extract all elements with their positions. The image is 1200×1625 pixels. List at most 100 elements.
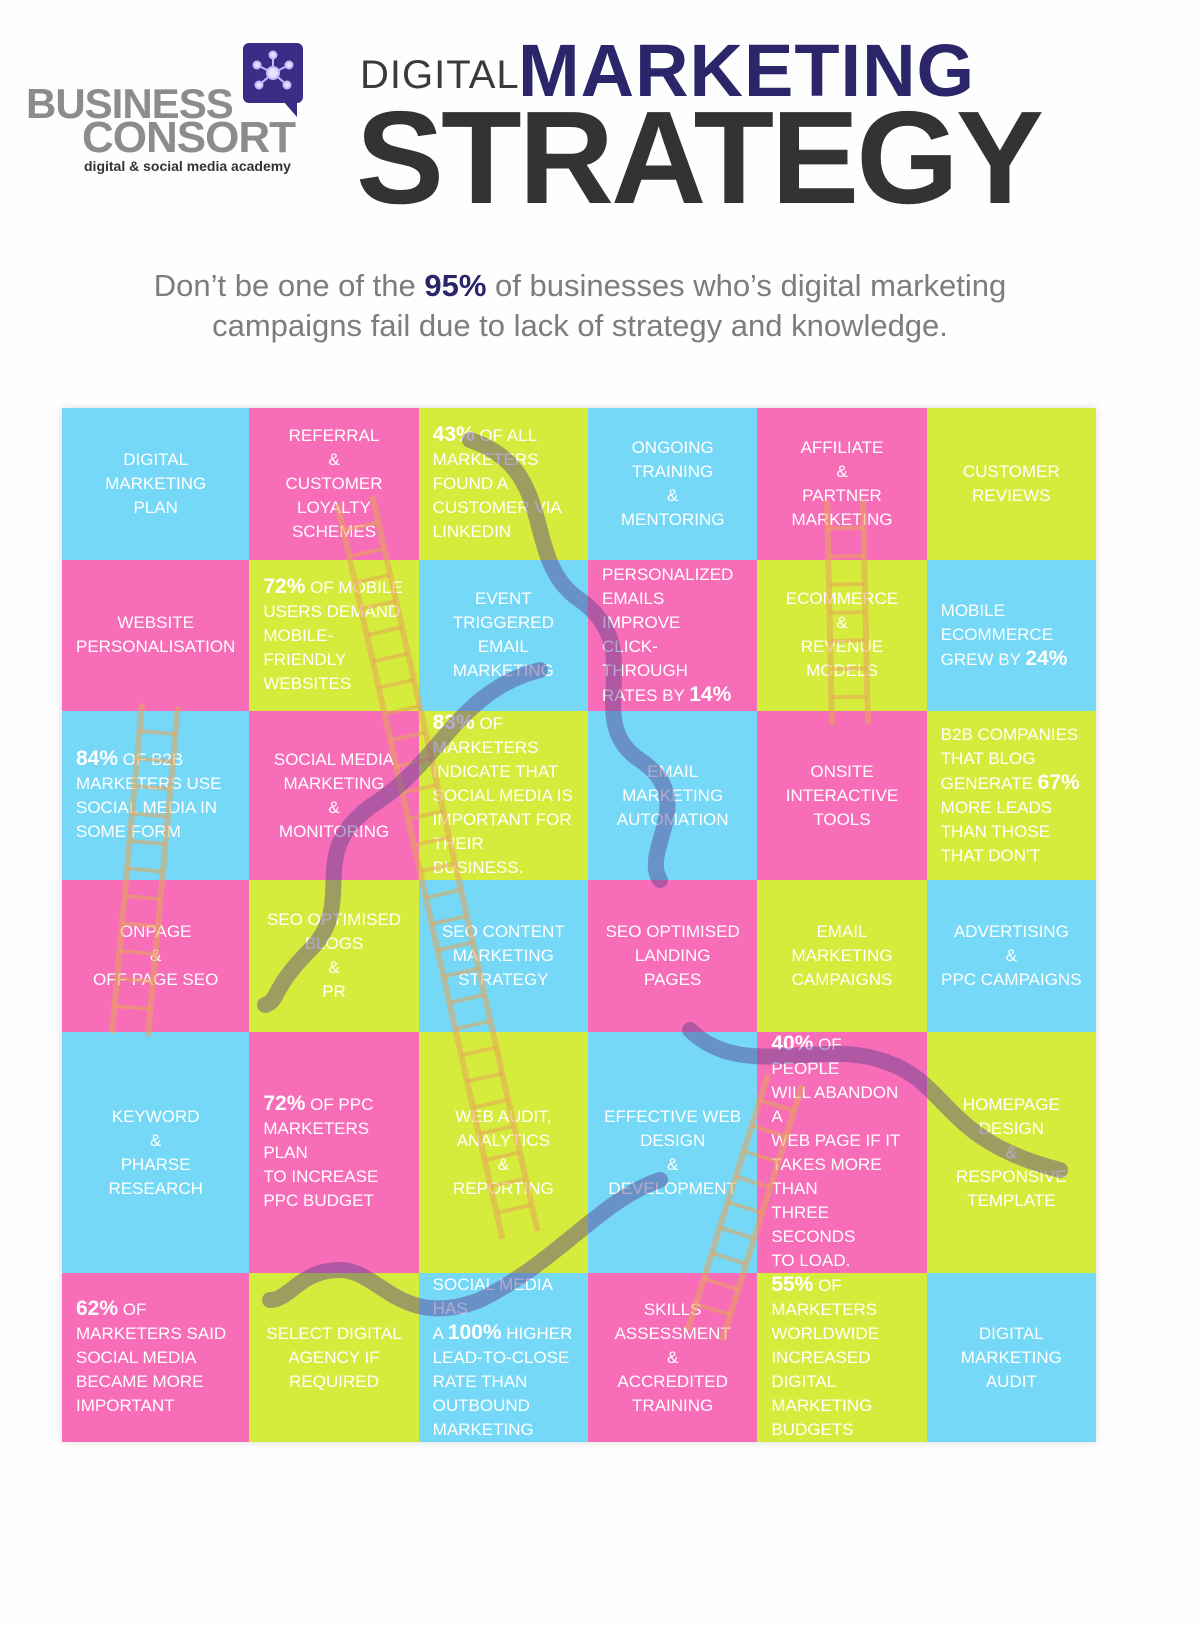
square-text-line: MOBILE-FRIENDLY	[263, 624, 404, 672]
square-text-line: KEYWORD	[112, 1105, 200, 1129]
square-text: THAN THOSE	[940, 822, 1050, 842]
square-text-line: A 100% HIGHER	[433, 1321, 574, 1346]
square-text-line: ONGOING	[632, 436, 714, 460]
square-text-line: &	[328, 448, 339, 472]
square-text: TRAINING	[632, 1395, 714, 1415]
square-text-line: RATES BY 14%	[602, 683, 743, 708]
square-text-line: PR	[322, 980, 346, 1004]
square-text: MARKETING	[105, 473, 207, 493]
board-square: 72% OF PPC MARKETERS PLAN TO INCREASE PPC B…	[249, 1032, 419, 1273]
square-text-line: 84% OF B2B	[76, 747, 235, 772]
square-text: AFFILIATE	[800, 437, 884, 457]
square-text-line: MODELS	[806, 659, 878, 683]
square-text: SOME FORM	[76, 822, 181, 842]
board-square: 43% OF ALL MARKETERS FOUND A CUSTOMER VIA LI…	[418, 408, 588, 560]
square-text: SOCIAL MEDIA HAS	[432, 1275, 553, 1318]
square-text-line: PERSONALIZED	[602, 563, 743, 587]
square-text-line: AFFILIATE	[801, 436, 884, 460]
square-text-line: SEO OPTIMISED	[606, 920, 740, 944]
square-text-line: CLICK-THROUGH	[602, 635, 743, 683]
square-text-line: TRAINING	[632, 1394, 713, 1418]
square-text: REQUIRED	[289, 1371, 379, 1391]
square-text: LOYALTY	[297, 497, 372, 517]
square-text-line: GENERATE 67%	[941, 771, 1082, 796]
square-text: RATES BY	[602, 685, 690, 705]
title-strategy: STRATEGY	[356, 84, 1044, 231]
square-text: ECOMMERCE	[940, 624, 1054, 644]
square-text: INCREASED DIGITAL	[771, 1348, 871, 1391]
square-text: IMPORTANT FOR	[432, 810, 572, 830]
square-text-line: DESIGN	[640, 1129, 705, 1153]
square-stat: 62%	[76, 1297, 119, 1320]
square-text-line: WEBSITE	[117, 611, 194, 635]
square-text-line: ECOMMERCE	[941, 623, 1082, 647]
square-text-line: TEMPLATE	[967, 1189, 1055, 1213]
square-text-line: TAKES MORE THAN	[771, 1153, 912, 1201]
square-text: HOMEPAGE	[962, 1094, 1060, 1114]
square-text-line: MARKETING	[961, 1346, 1062, 1370]
square-text-line: MARKETING	[771, 1394, 912, 1418]
board-square: SELECT DIGITAL AGENCY IF REQUIRED	[249, 1273, 419, 1442]
square-text: MARKETING	[771, 1396, 873, 1415]
board-square: 72% OF MOBILE USERS DEMAND MOBILE-FRIENDLY…	[249, 559, 419, 712]
square-text: MARKETING	[791, 509, 893, 529]
square-text: ONSITE	[810, 761, 874, 781]
square-text: OF	[813, 1276, 842, 1295]
square-text: TOOLS	[813, 809, 871, 829]
square-text: MARKETING	[452, 946, 554, 966]
subtitle-text-line2: campaigns fail due to lack of strategy a…	[212, 308, 948, 343]
square-text-line: SOCIAL MEDIA	[76, 1346, 235, 1370]
square-text-line: CUSTOMER	[963, 460, 1060, 484]
square-text-line: REQUIRED	[289, 1370, 379, 1394]
board-square: MOBILE ECOMMERCE GREW BY 24%	[926, 559, 1096, 712]
board-square: 40% OF PEOPLE WILL ABANDON A WEB PAGE IF I…	[757, 1032, 927, 1273]
square-text-line: TRIGGERED EMAIL	[433, 611, 574, 659]
square-text: SOCIAL MEDIA	[76, 1348, 197, 1367]
square-text: OF ALL	[474, 426, 538, 446]
square-text-line: RESPONSIVE	[956, 1165, 1067, 1189]
square-text: CUSTOMER VIA	[432, 498, 562, 518]
square-text-line: EMAIL	[816, 920, 867, 944]
board-square: ECOMMERCE & REVENUE MODELS	[757, 559, 927, 712]
square-text-line: PARTNER	[802, 484, 882, 508]
square-text: ONPAGE	[119, 922, 192, 942]
square-text-line: SKILLS	[644, 1298, 702, 1322]
square-text-line: TO LOAD.	[771, 1249, 912, 1273]
square-text: RESEARCH	[108, 1178, 203, 1198]
board-square: SOCIAL MEDIA HAS A 100% HIGHER LEAD-TO-CLO…	[418, 1273, 588, 1442]
square-text: B2B COMPANIES	[940, 725, 1079, 745]
square-text: WEBSITES	[263, 673, 352, 693]
square-text-line: REFERRAL	[289, 424, 380, 448]
board-square: 62% OF MARKETERS SAID SOCIAL MEDIA BECAME M…	[62, 1273, 250, 1442]
square-text: PERSONALIZED	[602, 564, 734, 584]
square-text: REVENUE	[800, 637, 884, 657]
square-text: AUTOMATION	[616, 809, 729, 829]
square-text-line: SOCIAL MEDIA	[274, 748, 394, 772]
square-text: KEYWORD	[111, 1106, 200, 1126]
square-text: &	[666, 1154, 679, 1174]
square-text: USERS DEMAND	[263, 601, 401, 621]
square-text-line: PHARSE	[121, 1153, 191, 1177]
square-text: &	[328, 449, 340, 469]
square-text: CUSTOMER	[962, 461, 1060, 481]
square-text-line: MARKETERS SAID	[76, 1322, 235, 1346]
square-text-line: 43% OF ALL	[433, 423, 574, 448]
square-text-line: &	[667, 1153, 678, 1177]
square-text: INTERACTIVE	[785, 785, 899, 805]
square-text-line: &	[836, 611, 847, 635]
square-text-line: MOBILE	[941, 599, 1082, 623]
square-text: SEO CONTENT	[441, 922, 565, 942]
square-text: TO INCREASE	[263, 1167, 379, 1186]
title-digital: DIGITAL	[360, 53, 520, 97]
square-text: DESIGN	[978, 1118, 1044, 1138]
subtitle-stat: 95%	[424, 268, 487, 303]
square-text-line: OFF PAGE SEO	[93, 968, 218, 992]
square-stat: 67%	[1037, 771, 1080, 795]
square-stat: 55%	[771, 1273, 814, 1296]
square-text: DIGITAL	[978, 1323, 1044, 1343]
square-text-line: 40% OF PEOPLE	[771, 1032, 912, 1081]
square-text-line: RESEARCH	[108, 1177, 202, 1201]
square-text: CAMPAIGNS	[791, 970, 893, 990]
square-text: MARKETERS USE	[76, 774, 222, 794]
square-text: LANDING	[634, 946, 711, 966]
